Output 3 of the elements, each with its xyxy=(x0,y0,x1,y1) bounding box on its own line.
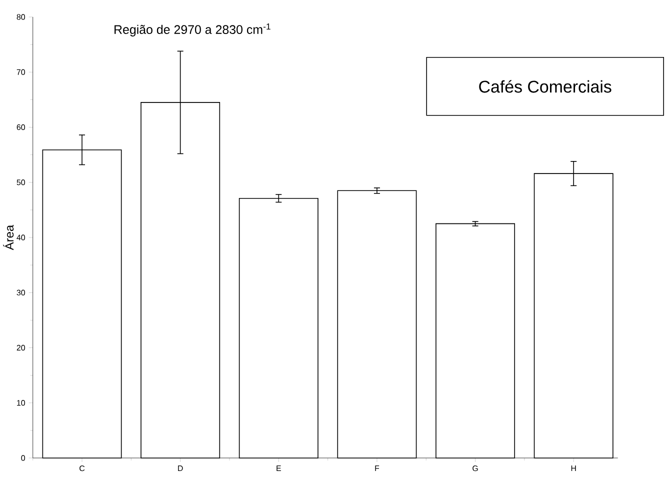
annotation: Cafés Comerciais xyxy=(479,80,612,93)
text: Região de 2970 a 2830 cm$^{-1}$ xyxy=(114,24,270,36)
y-axis-title: Área xyxy=(3,224,14,250)
